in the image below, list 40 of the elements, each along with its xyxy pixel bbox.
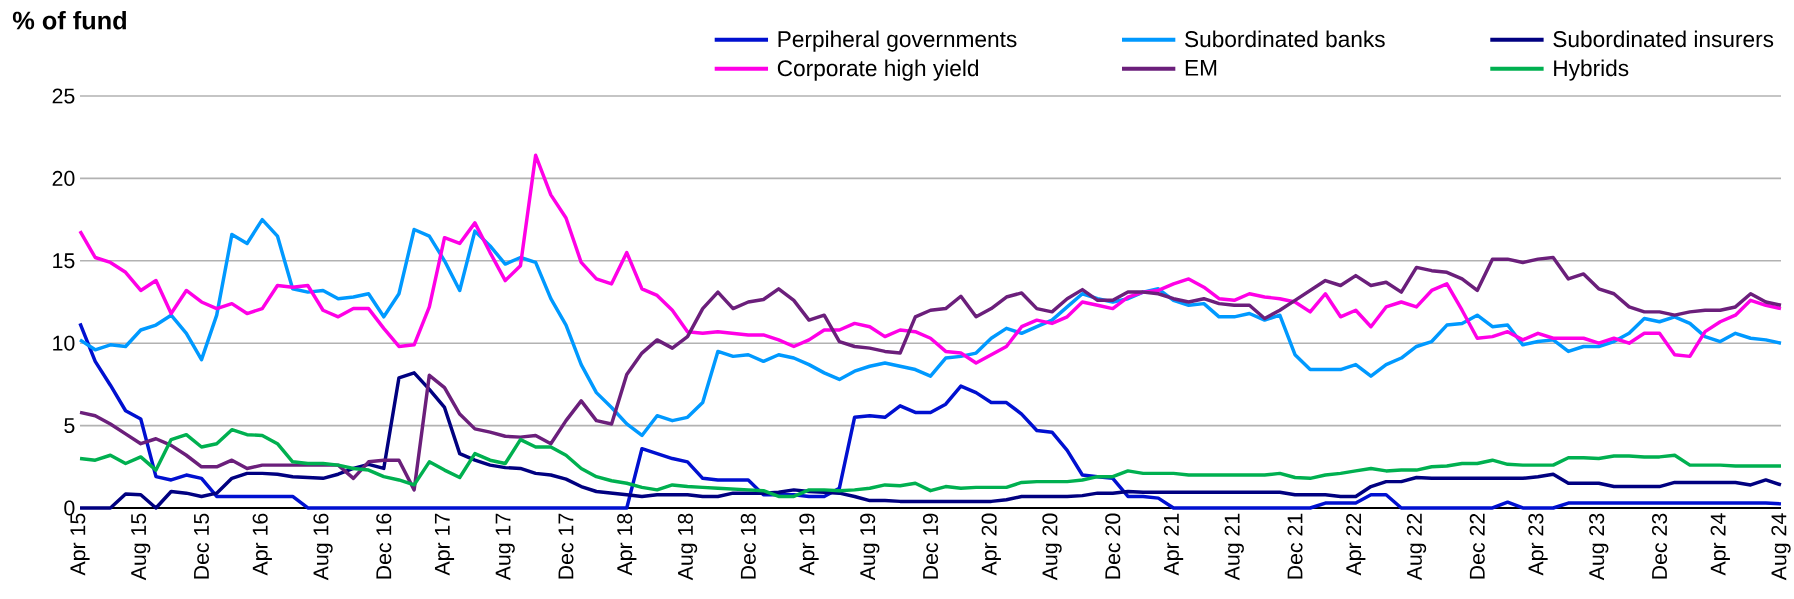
x-tick-label: Dec 15 [194, 513, 209, 579]
x-tick-label: Aug 19 [860, 513, 880, 581]
legend-label: Corporate high yield [777, 59, 979, 81]
x-tick-label: Apr 16 [252, 513, 272, 576]
x-tick-label: Aug 16 [313, 513, 333, 581]
x-tick-label: Aug 20 [1042, 513, 1062, 581]
x-tick-label: Apr 18 [617, 513, 637, 576]
legend-label: Subordinated banks [1185, 30, 1385, 48]
x-tick-label: Apr 22 [1346, 513, 1366, 576]
legend-label: Perpiheral governments [778, 30, 1017, 52]
x-tick-label: Aug 24 [1771, 513, 1791, 581]
x-tick-label: Aug 21 [1224, 513, 1244, 581]
y-tick-label: 25 [52, 88, 75, 104]
x-tick-label: Apr 23 [1528, 513, 1548, 576]
legend-label: EM [1185, 60, 1217, 76]
x-tick-label: Dec 23 [1651, 513, 1668, 579]
x-tick-label: Aug 17 [495, 513, 515, 581]
x-tick-label: Dec 17 [558, 513, 574, 579]
x-tick-label: Apr 21 [1163, 513, 1184, 576]
x-tick-label: Dec 20 [1105, 513, 1121, 579]
y-tick-label: 15 [53, 253, 75, 269]
y-tick-label: 5 [64, 418, 75, 434]
y-tick-label: 10 [53, 335, 75, 351]
x-tick-label: Dec 22 [1469, 513, 1485, 579]
x-tick-label: Aug 23 [1589, 513, 1609, 581]
x-tick-label: Aug 15 [131, 513, 151, 581]
x-tick-label: Dec 21 [1287, 513, 1303, 579]
chart-title: % of fund [12, 10, 126, 30]
x-tick-label: Dec 19 [922, 513, 939, 579]
x-tick-label: Dec 18 [740, 513, 756, 579]
x-tick-label: Dec 16 [376, 513, 392, 579]
legend-label: Subordinated insurers [1553, 30, 1774, 48]
x-tick-label: Apr 19 [799, 513, 819, 576]
x-tick-label: Apr 20 [981, 513, 1001, 576]
x-tick-label: Apr 24 [1710, 513, 1730, 576]
x-tick-label: Aug 18 [677, 513, 698, 581]
legend-label: Hybrids [1554, 59, 1629, 81]
y-tick-label: 20 [52, 170, 75, 186]
x-tick-label: Aug 22 [1406, 513, 1427, 581]
x-tick-label: Apr 17 [434, 513, 455, 576]
